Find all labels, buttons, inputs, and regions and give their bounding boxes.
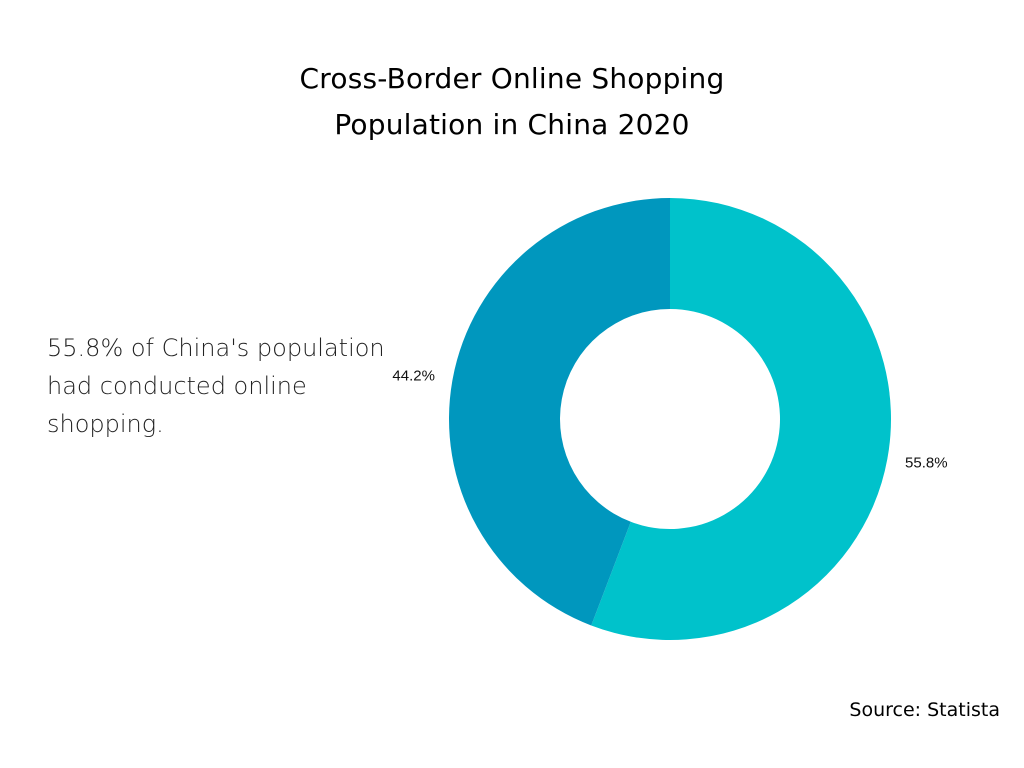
source-credit: Source: Statista [849,699,1000,721]
donut-slice-55.8 [591,198,892,640]
summary-text: 55.8% of China's population had conducte… [47,334,385,438]
chart-title-line-1: Cross-Border Online Shopping [299,62,725,95]
chart-title: Cross-Border Online Shopping Population … [0,56,1024,148]
donut-slice-44.2 [448,198,670,626]
slice-label-44.2: 44.2% [392,368,435,385]
slice-label-55.8: 55.8% [905,454,948,471]
chart-title-line-2: Population in China 2020 [334,108,690,141]
